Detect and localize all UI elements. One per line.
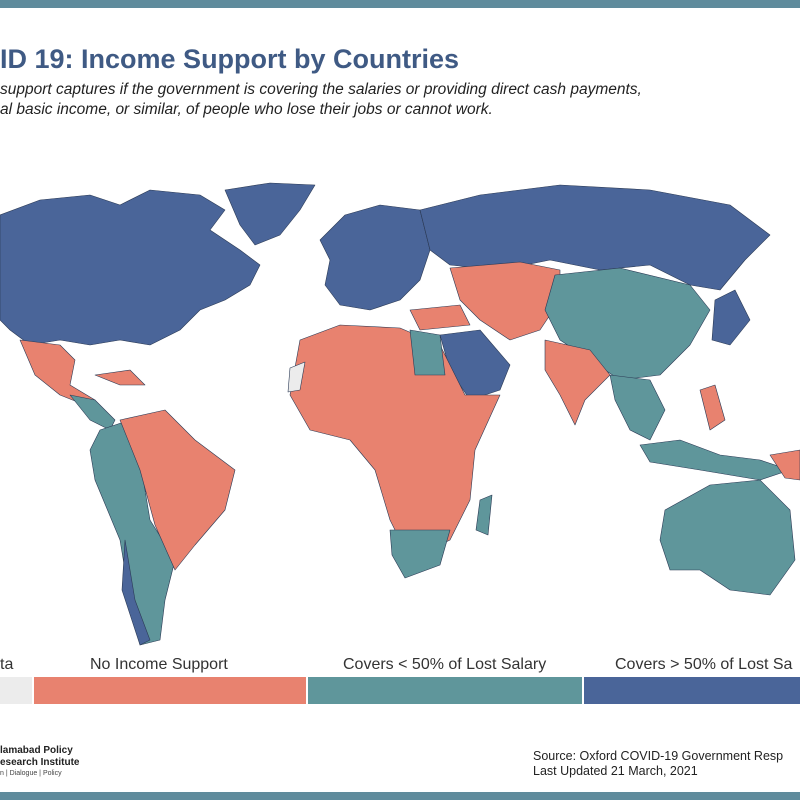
legend: ta No Income Support Covers < 50% of Lost … [0, 656, 800, 704]
southeast-asia [609, 374, 666, 441]
logo-text: esearch Institute [0, 757, 80, 768]
indonesia [639, 439, 791, 481]
brazil [119, 409, 236, 571]
legend-swatch [34, 677, 306, 704]
title: ID 19: Income Support by Countries [0, 44, 459, 74]
bottom-bar [0, 792, 800, 800]
legend-label: ta [0, 656, 13, 673]
europe [319, 204, 431, 311]
mexico [19, 339, 96, 406]
south-africa [389, 529, 451, 579]
subtitle-line: al basic income, or similar, of people w… [0, 101, 493, 118]
top-bar [0, 0, 800, 8]
world-map [0, 182, 800, 646]
india [544, 339, 611, 426]
logo-tagline: n | Dialogue | Policy [0, 770, 62, 777]
legend-swatch [308, 677, 582, 704]
legend-swatch [584, 677, 800, 704]
philippines [699, 384, 726, 431]
caribbean [94, 369, 146, 386]
papua [769, 449, 800, 481]
chile-uruguay [121, 539, 151, 646]
canada-usa [0, 189, 261, 346]
subtitle-line: support captures if the government is co… [0, 81, 642, 98]
japan [711, 289, 751, 346]
egypt [409, 329, 446, 376]
central-asia [449, 261, 561, 341]
greenland [224, 182, 316, 246]
legend-swatch [0, 677, 32, 704]
legend-label: Covers < 50% of Lost Salary [343, 656, 546, 673]
source: Source: Oxford COVID-19 Government Resp [533, 749, 783, 763]
australia [659, 479, 796, 596]
central-america [69, 394, 116, 431]
western-sahara [287, 361, 306, 393]
logo-text: lamabad Policy [0, 745, 73, 756]
last-updated: Last Updated 21 March, 2021 [533, 764, 698, 778]
madagascar [475, 494, 493, 536]
legend-label: No Income Support [90, 656, 228, 673]
legend-label: Covers > 50% of Lost Sa [615, 656, 793, 673]
turkey [409, 304, 471, 331]
